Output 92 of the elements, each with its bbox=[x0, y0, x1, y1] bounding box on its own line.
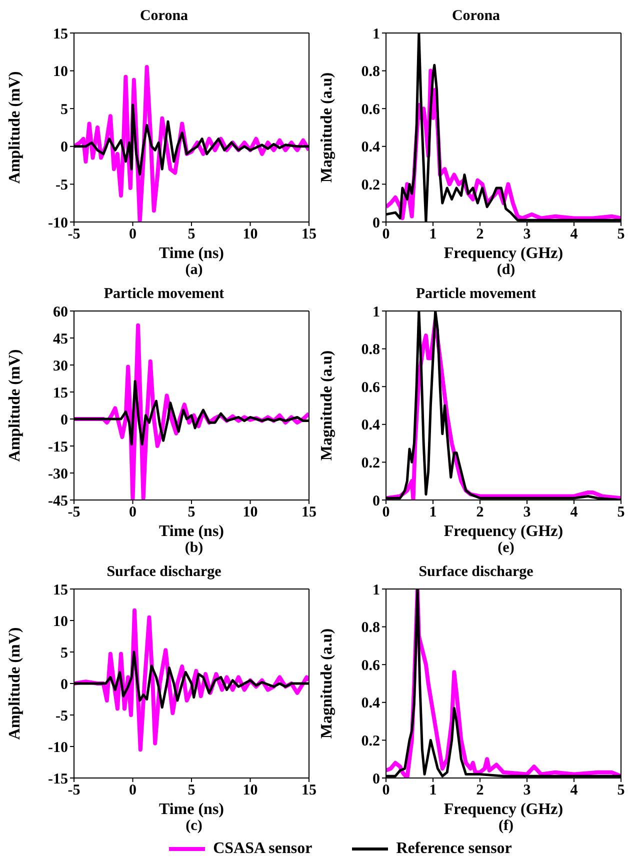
y-tick-label: 15 bbox=[53, 582, 68, 598]
y-axis-title: Magnitude (a.u) bbox=[318, 628, 336, 739]
x-tick-label: 4 bbox=[570, 504, 578, 521]
y-tick-label: 15 bbox=[53, 385, 68, 402]
y-tick-label: 0.6 bbox=[361, 658, 380, 674]
legend-label: Reference sensor bbox=[396, 840, 512, 858]
x-tick-label: 1 bbox=[429, 226, 437, 243]
x-tick-label: 0 bbox=[129, 226, 136, 243]
y-tick-label: 0 bbox=[60, 412, 68, 428]
x-axis-title: Time (ns) bbox=[158, 801, 224, 818]
x-tick-label: 3 bbox=[523, 782, 531, 799]
y-tick-label: 30 bbox=[53, 358, 68, 374]
x-tick-label: 0 bbox=[129, 504, 136, 521]
y-tick-label: 0.4 bbox=[361, 696, 380, 712]
x-tick-label: 3 bbox=[523, 226, 531, 243]
y-axis-title: Magnitude (a.u) bbox=[318, 350, 336, 461]
y-axis-title: Magnitude (a.u) bbox=[318, 72, 336, 183]
y-tick-label: 5 bbox=[60, 645, 68, 662]
x-axis-title: Time (ns) bbox=[158, 245, 224, 262]
x-tick-label: 10 bbox=[242, 782, 258, 799]
x-tick-label: 10 bbox=[242, 504, 258, 521]
y-tick-label: 0 bbox=[60, 676, 68, 693]
y-tick-label: 0.6 bbox=[361, 102, 380, 118]
chart-title: Surface discharge bbox=[418, 564, 534, 582]
y-tick-label: 45 bbox=[53, 331, 68, 348]
y-tick-label: 0.8 bbox=[361, 620, 380, 636]
x-tick-label: 5 bbox=[188, 782, 196, 799]
x-tick-label: 3 bbox=[523, 504, 531, 521]
x-tick-label: 15 bbox=[302, 782, 316, 799]
y-tick-label: 0.8 bbox=[361, 64, 380, 80]
chart-title: Particle movement bbox=[414, 286, 538, 304]
x-tick-label: 4 bbox=[570, 226, 578, 243]
text: (c) bbox=[184, 818, 204, 836]
text: (e) bbox=[496, 540, 516, 558]
text: (a) bbox=[184, 262, 204, 280]
x-tick-label: 2 bbox=[476, 226, 484, 243]
y-tick-label: -5 bbox=[56, 708, 68, 724]
x-tick-label: 15 bbox=[302, 504, 316, 521]
y-tick-label: 0.4 bbox=[361, 418, 380, 434]
chart-title: Corona bbox=[138, 8, 190, 26]
y-axis-title: Amplitude (mV) bbox=[6, 71, 24, 184]
y-tick-label: -15 bbox=[48, 439, 68, 456]
y-tick-label: 1 bbox=[372, 582, 380, 598]
x-tick-label: 15 bbox=[302, 226, 316, 243]
y-tick-label: 1 bbox=[372, 26, 380, 42]
y-tick-label: -5 bbox=[56, 178, 68, 194]
y-tick-label: 0 bbox=[372, 771, 380, 788]
y-tick-label: 10 bbox=[53, 614, 68, 630]
y-tick-label: -10 bbox=[48, 215, 68, 232]
x-tick-label: 4 bbox=[570, 782, 578, 799]
y-tick-label: 15 bbox=[53, 26, 68, 42]
x-tick-label: 5 bbox=[188, 226, 196, 243]
chart-title: Particle movement bbox=[102, 286, 226, 304]
text: (f) bbox=[498, 818, 514, 836]
y-tick-label: 5 bbox=[60, 102, 68, 118]
y-tick-label: -30 bbox=[48, 466, 68, 482]
y-tick-label: 0 bbox=[372, 215, 380, 232]
y-axis-title: Amplitude (mV) bbox=[6, 349, 24, 462]
text: (d) bbox=[496, 262, 516, 280]
x-tick-label: 5 bbox=[617, 226, 625, 243]
y-tick-label: 1 bbox=[372, 304, 380, 320]
chart-title: Surface discharge bbox=[106, 564, 222, 582]
x-tick-label: 1 bbox=[429, 782, 437, 799]
x-axis-title: Frequency (GHz) bbox=[444, 245, 564, 262]
x-tick-label: 10 bbox=[242, 226, 258, 243]
y-tick-label: -15 bbox=[48, 771, 68, 788]
x-tick-label: 5 bbox=[617, 782, 625, 799]
y-tick-label: 60 bbox=[53, 304, 68, 320]
chart-title: Corona bbox=[450, 8, 502, 26]
y-tick-label: 0.8 bbox=[361, 342, 380, 358]
y-tick-label: 0.2 bbox=[361, 178, 380, 194]
y-tick-label: 0.2 bbox=[361, 456, 380, 472]
y-tick-label: -45 bbox=[48, 493, 68, 510]
x-tick-label: 2 bbox=[476, 504, 484, 521]
x-axis-title: Frequency (GHz) bbox=[444, 801, 564, 818]
x-tick-label: 5 bbox=[617, 504, 625, 521]
y-tick-label: 0 bbox=[60, 140, 68, 156]
y-tick-label: -10 bbox=[48, 740, 68, 756]
y-tick-label: 0 bbox=[372, 493, 380, 510]
x-tick-label: 1 bbox=[429, 504, 437, 521]
x-tick-label: 2 bbox=[476, 782, 484, 799]
y-tick-label: 0.2 bbox=[361, 734, 380, 750]
y-tick-label: 0.6 bbox=[361, 380, 380, 396]
x-tick-label: 5 bbox=[188, 504, 196, 521]
y-tick-label: 0.4 bbox=[361, 140, 380, 156]
legend-label: CSASA sensor bbox=[213, 840, 312, 858]
x-axis-title: Frequency (GHz) bbox=[444, 523, 564, 540]
y-tick-label: 10 bbox=[53, 64, 68, 80]
y-axis-title: Amplitude (mV) bbox=[6, 627, 24, 740]
x-axis-title: Time (ns) bbox=[158, 523, 224, 540]
x-tick-label: 0 bbox=[129, 782, 136, 799]
text: (b) bbox=[184, 540, 204, 558]
